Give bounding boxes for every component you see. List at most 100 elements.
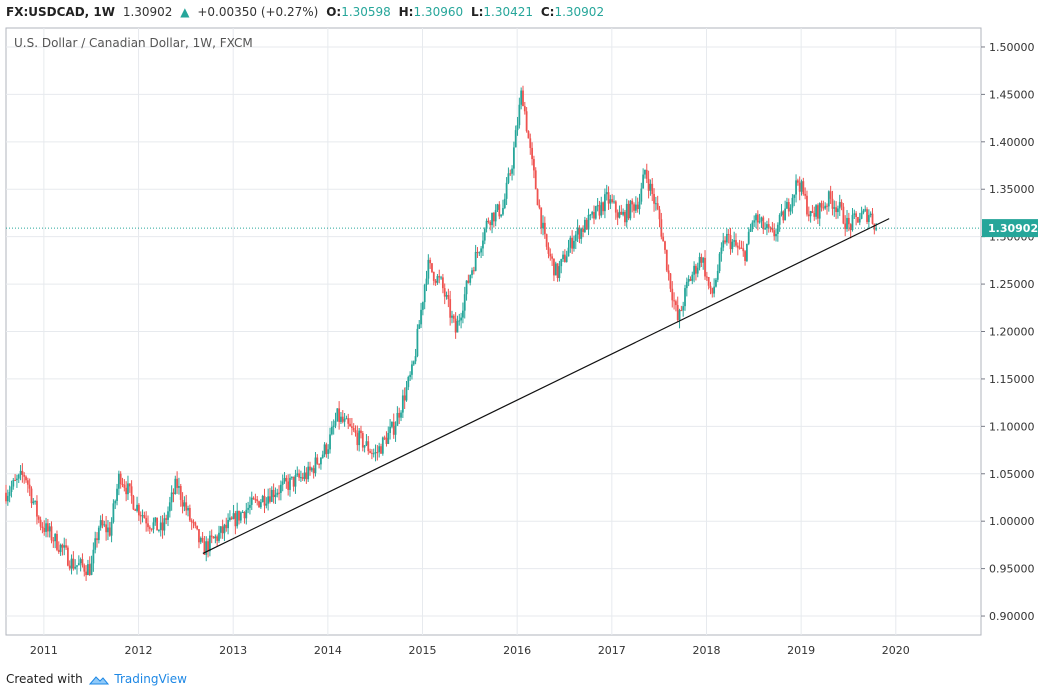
candle-body [656,203,659,210]
candle-body [742,248,745,252]
candle-body [602,202,604,212]
candle-body [143,515,146,519]
price-chart[interactable]: 1.500001.450001.400001.350001.300001.250… [0,24,1044,666]
candle-body [125,487,128,495]
candle-body [281,481,284,485]
candle-body [267,496,270,504]
candle-body [591,212,594,215]
candle-body [716,270,719,280]
candle-body [383,437,386,439]
candle-body [476,251,479,253]
candle-body [256,499,259,502]
candle-body [170,492,173,503]
candle-body [664,241,666,250]
candle-body [465,280,468,295]
candle-body [181,499,184,507]
candle-body [760,217,763,222]
candle-body [212,536,215,539]
candle-body [263,495,266,506]
candle-body [607,192,610,204]
candle-body [117,473,120,489]
x-tick-label: 2012 [125,644,153,657]
candle-body [159,522,162,530]
candle-body [250,497,253,505]
candle-body [651,183,654,194]
candle-body [620,211,623,215]
candle-body [258,501,260,508]
price-axis[interactable]: 1.500001.450001.400001.350001.300001.250… [981,41,1038,623]
low-value: 1.30421 [483,5,534,19]
candle-body [569,237,572,248]
candle-body [525,111,528,132]
candle-body [769,227,772,229]
candle-body [796,180,799,183]
candle-body [130,486,133,497]
candle-body [625,203,628,223]
candle-body [853,213,856,215]
candle-body [57,549,60,553]
candle-body [531,147,533,160]
candle-body [394,425,397,435]
candle-body [336,408,339,421]
created-with-label: Created with [6,672,83,686]
candle-body [19,470,22,475]
candle-body [296,473,299,476]
candle-body [23,474,26,477]
x-tick-label: 2014 [314,644,342,657]
candle-body [705,276,708,278]
last-price: 1.30902 [122,5,173,19]
y-tick-label: 0.95000 [989,563,1035,576]
candle-body [687,279,690,282]
candle-body [12,480,15,487]
candle-body [201,537,204,542]
candle-body [594,206,597,219]
candle-body [292,476,295,487]
candle-body [529,138,532,148]
last-price-tag [982,219,1038,238]
candle-body [385,437,388,444]
tradingview-brand-link[interactable]: TradingView [114,672,187,686]
candle-body [32,501,35,504]
candle-body [99,520,102,528]
time-axis[interactable]: 2011 2012 2013 2014 2015 2016 2017 2018 2019 2020 [30,644,910,657]
symbol-header: FX:USDCAD, 1W 1.30902 ▲ +0.00350 (+0.27%… [0,0,1044,24]
candle-body [79,559,82,564]
candle-body [108,527,111,536]
candle-body [833,207,836,209]
candle-body [77,563,80,566]
trendline[interactable] [202,218,890,554]
symbol-label[interactable]: FX:USDCAD, 1W [6,5,115,19]
candle-body [87,564,89,575]
candle-body [101,520,104,526]
y-tick-label: 1.50000 [989,41,1035,54]
candle-body [500,214,503,217]
candle-body [165,518,168,520]
candle-body [407,377,410,388]
candle-body [90,563,93,575]
candle-body [691,274,694,281]
candle-body [314,457,317,474]
candle-body [725,233,728,243]
candle-body [545,234,548,247]
candle-body [221,526,224,534]
candle-body [332,425,335,428]
candle-body [300,477,302,479]
candle-body [778,214,781,225]
candle-body [307,466,310,480]
candle-body [527,131,530,139]
y-tick-label: 1.40000 [989,136,1035,149]
candle-body [259,502,262,508]
x-tick-label: 2015 [409,644,437,657]
candle-body [538,205,541,208]
candle-body [59,544,62,553]
candle-body [818,203,821,219]
candle-body [647,178,650,191]
candle-body [438,276,441,278]
candle-body [45,523,47,532]
candle-body [553,258,555,276]
candle-body [30,488,33,504]
candle-body [871,213,874,224]
candle-body [223,524,226,534]
candle-body [838,202,841,209]
candle-body [405,387,408,401]
